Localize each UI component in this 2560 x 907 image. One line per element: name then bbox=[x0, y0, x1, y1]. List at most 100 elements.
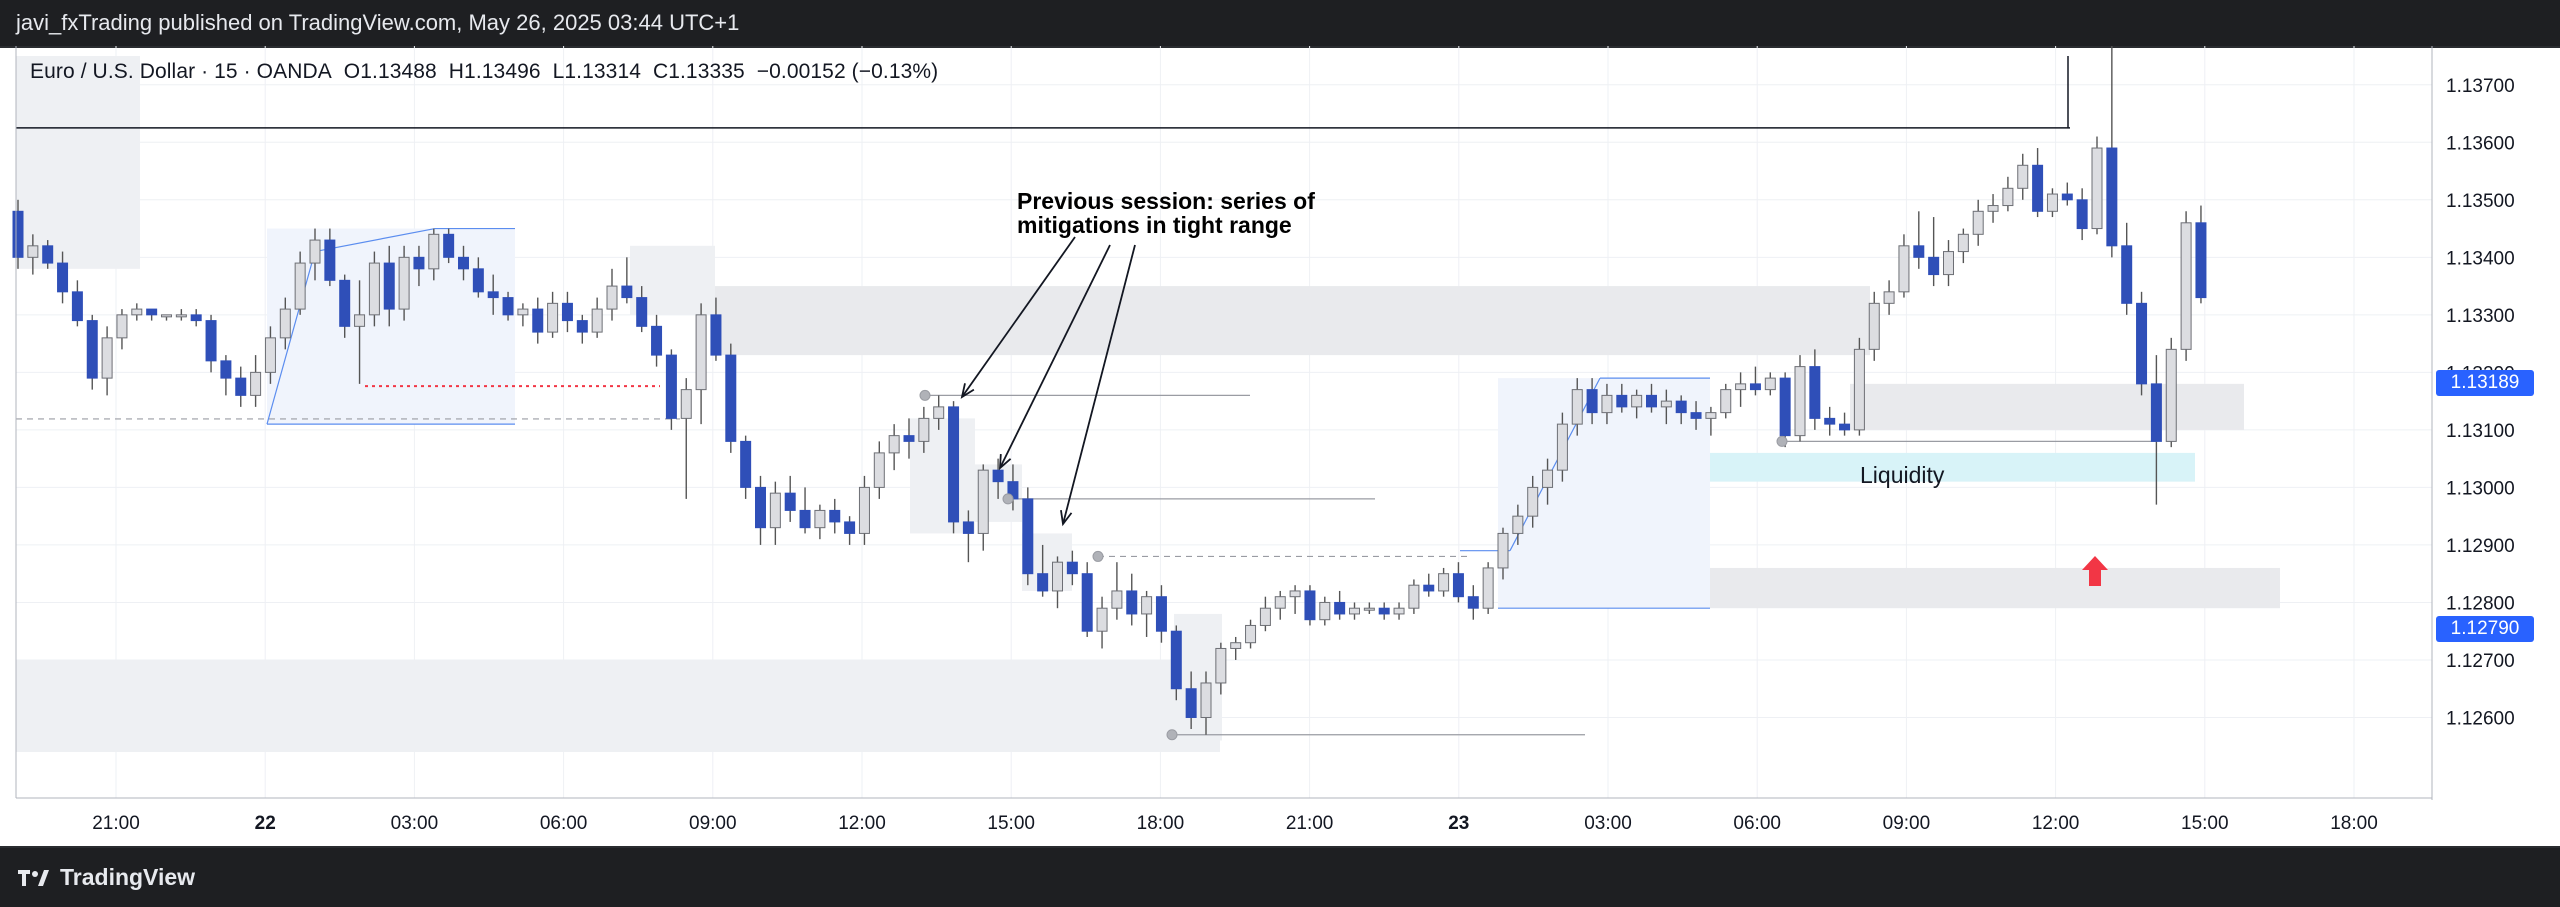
candle-bear bbox=[665, 354, 677, 419]
candle-bear bbox=[413, 256, 425, 270]
candle-bear bbox=[1586, 389, 1598, 414]
candle-bear bbox=[1675, 400, 1687, 414]
annotation-arrowhead bbox=[960, 383, 975, 399]
annotation-arrow bbox=[999, 244, 1111, 469]
zone-grey bbox=[1174, 613, 1222, 741]
x-tick-label: 15:00 bbox=[987, 813, 1035, 834]
candle-bull bbox=[1497, 532, 1509, 569]
legend-open: O1.13488 bbox=[343, 60, 437, 83]
x-tick-label: 15:00 bbox=[2181, 813, 2229, 834]
candle-bull bbox=[2017, 164, 2029, 189]
candle-bear bbox=[1081, 573, 1093, 632]
candle-bear bbox=[2136, 302, 2148, 385]
legend-symbol: Euro / U.S. Dollar · 15 · OANDA bbox=[30, 60, 332, 83]
candle-bear bbox=[2195, 222, 2207, 299]
liquidity-label: Liquidity bbox=[1860, 462, 1945, 488]
annotation-arrow bbox=[961, 236, 1076, 398]
marks-layer bbox=[919, 236, 2108, 741]
annotation-arrowhead bbox=[1060, 510, 1073, 527]
candle-bull bbox=[1111, 590, 1123, 609]
candle-bull bbox=[1527, 486, 1539, 517]
candle-bull bbox=[1868, 302, 1880, 350]
candle-bull bbox=[547, 302, 559, 333]
candle-bear bbox=[1616, 394, 1628, 408]
candle-bull bbox=[606, 285, 618, 310]
candle-bear bbox=[2061, 193, 2073, 201]
zone-grey bbox=[16, 56, 140, 269]
footer-bar: TradingView bbox=[0, 848, 2560, 907]
candle-bear bbox=[1467, 596, 1479, 609]
candle-bull bbox=[250, 371, 262, 396]
candle-bull bbox=[1141, 596, 1153, 615]
candle-bull bbox=[428, 233, 440, 270]
candle-bear bbox=[576, 320, 588, 333]
y-tick-label: 1.13300 bbox=[2446, 306, 2515, 327]
range-edge bbox=[266, 251, 316, 425]
candle-bull bbox=[1898, 245, 1910, 293]
candle-bull bbox=[1571, 389, 1583, 425]
candle-bull bbox=[918, 417, 930, 442]
candle-bear bbox=[1170, 630, 1182, 690]
candle-bear bbox=[651, 325, 663, 356]
candle-bear bbox=[829, 509, 841, 523]
candle-bull bbox=[1245, 624, 1257, 644]
x-tick-label: 18:00 bbox=[1137, 813, 1185, 834]
legend-high: H1.13496 bbox=[448, 60, 541, 83]
zones-layer bbox=[16, 56, 2280, 752]
candle-bear bbox=[458, 256, 469, 270]
candle-bear bbox=[1185, 688, 1197, 718]
candle-bull bbox=[1556, 423, 1568, 471]
y-tick-label: 1.13100 bbox=[2446, 421, 2515, 442]
y-tick-label: 1.12800 bbox=[2446, 593, 2515, 614]
candle-bear bbox=[1304, 590, 1316, 621]
candle-bear bbox=[532, 308, 544, 333]
lines-layer bbox=[16, 56, 2157, 736]
candle-bear bbox=[740, 440, 752, 488]
candle-bull bbox=[769, 492, 781, 529]
candle-bull bbox=[1349, 607, 1360, 615]
candle-bear bbox=[1378, 607, 1390, 615]
candle-bear bbox=[383, 262, 395, 310]
candle-bull bbox=[131, 308, 143, 316]
candle-bull bbox=[695, 314, 707, 391]
candle-bull bbox=[1363, 607, 1375, 611]
candle-bear bbox=[2032, 164, 2044, 212]
candle-bull bbox=[1230, 642, 1242, 649]
candle-bull bbox=[354, 314, 366, 327]
y-tick-label: 1.13600 bbox=[2446, 133, 2515, 154]
price-chart[interactable]: 1.12600 1.12700 1.12800 1.12900 1.13000 1.131… bbox=[0, 46, 2560, 848]
brand-name[interactable]: TradingView bbox=[60, 864, 196, 890]
candle-bull bbox=[279, 308, 291, 339]
candle-bull bbox=[2165, 348, 2177, 442]
candle-bull bbox=[1542, 469, 1554, 488]
candle-bear bbox=[799, 509, 811, 529]
candle-bull bbox=[175, 314, 187, 318]
annotation-line-1: Previous session: series of bbox=[1017, 188, 1315, 214]
candle-bull bbox=[1482, 567, 1494, 609]
red-up-arrow-icon bbox=[2082, 556, 2108, 586]
candle-bull bbox=[1289, 590, 1301, 598]
y-tick-label: 1.13500 bbox=[2446, 191, 2515, 212]
candle-bull bbox=[1052, 561, 1063, 592]
candle-bull bbox=[294, 262, 306, 310]
x-tick-label: 06:00 bbox=[1733, 813, 1781, 834]
candle-bear bbox=[502, 297, 514, 316]
candle-bear bbox=[1913, 245, 1925, 258]
tradingview-logo-icon[interactable] bbox=[16, 868, 50, 888]
candle-bear bbox=[948, 406, 960, 523]
candle-bear bbox=[1423, 584, 1435, 592]
candle-bear bbox=[1066, 561, 1078, 575]
price-label-level: 1.12790 bbox=[2436, 616, 2534, 642]
candle-bull bbox=[1957, 233, 1969, 253]
x-tick-label: 18:00 bbox=[2330, 813, 2378, 834]
x-tick-label: 09:00 bbox=[689, 813, 737, 834]
candle-bear bbox=[561, 302, 573, 322]
swing-marker bbox=[919, 389, 931, 401]
candle-bull bbox=[873, 452, 885, 488]
candle-bull bbox=[2046, 193, 2058, 212]
candle-bull bbox=[27, 245, 39, 258]
candle-bear bbox=[1824, 417, 1836, 425]
candle-bear bbox=[1809, 366, 1821, 419]
candle-bear bbox=[1749, 383, 1761, 391]
candle-bull bbox=[591, 308, 603, 333]
